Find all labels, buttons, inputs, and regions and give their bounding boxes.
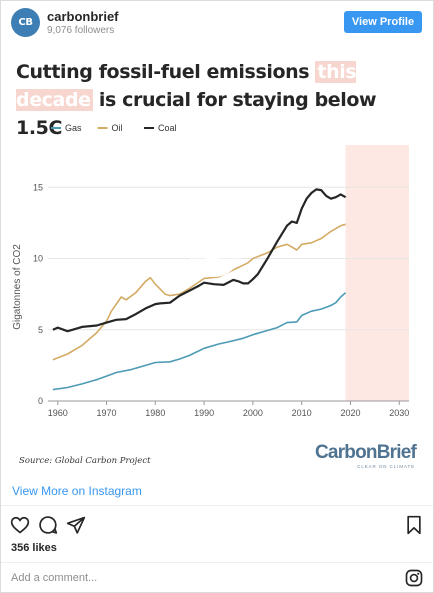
chart-title: Cutting fossil-fuel emissions this decad… (16, 58, 426, 142)
heart-icon[interactable] (10, 515, 30, 535)
y-tick-label: 10 (33, 254, 43, 264)
avatar[interactable]: CB (11, 8, 40, 37)
x-tick-label: 2000 (243, 408, 263, 418)
divider (1, 562, 433, 563)
post-image[interactable]: Cutting fossil-fuel emissions this decad… (1, 45, 433, 477)
play-icon[interactable] (190, 227, 240, 277)
y-axis-label: Gigatonnes of CO2 (12, 244, 23, 330)
x-tick-label: 1990 (194, 408, 214, 418)
x-tick-label: 2010 (292, 408, 312, 418)
likes-count[interactable]: 356 likes (11, 542, 57, 554)
bookmark-icon[interactable] (405, 515, 423, 535)
instagram-logo-icon[interactable] (405, 569, 423, 587)
x-tick-label: 2030 (389, 408, 409, 418)
title-text-start: Cutting fossil-fuel emissions (16, 61, 316, 83)
legend-label: Oil (112, 123, 123, 133)
x-tick-label: 2020 (340, 408, 360, 418)
comment-icon[interactable] (38, 515, 58, 535)
y-tick-label: 15 (33, 182, 43, 192)
avatar-text: CB (18, 17, 33, 28)
post-header: CB carbonbrief 9,076 followers View Prof… (1, 1, 433, 45)
x-tick-label: 1980 (145, 408, 165, 418)
follower-count: 9,076 followers (47, 25, 115, 36)
legend-label: Gas (65, 123, 82, 133)
comment-input[interactable]: Add a comment... (11, 572, 98, 584)
shaded-region-2020s (345, 145, 409, 401)
series-line-gas (52, 292, 347, 391)
series-line-oil (52, 223, 346, 361)
view-more-link[interactable]: View More on Instagram (12, 484, 142, 498)
share-icon[interactable] (66, 515, 86, 535)
username-link[interactable]: carbonbrief (47, 9, 119, 24)
legend-label: Coal (158, 123, 177, 133)
x-tick-label: 1960 (48, 408, 68, 418)
source-note: Source: Global Carbon Project (19, 456, 151, 466)
series-line-coal (52, 188, 347, 333)
view-profile-button[interactable]: View Profile (344, 11, 422, 33)
y-tick-label: 0 (38, 396, 43, 406)
brand-tagline: CLEAR ON CLIMATE (357, 464, 415, 469)
title-text-end: is crucial for staying below 1.5C (16, 89, 377, 139)
emissions-chart: 0 5 10 15 1960 1970 1980 1990 2000 2010 2020 2030 G… (12, 123, 418, 469)
brand-logo: CarbonBrief (315, 442, 417, 463)
divider (1, 505, 433, 506)
y-tick-label: 5 (38, 325, 43, 335)
x-tick-label: 1970 (97, 408, 117, 418)
